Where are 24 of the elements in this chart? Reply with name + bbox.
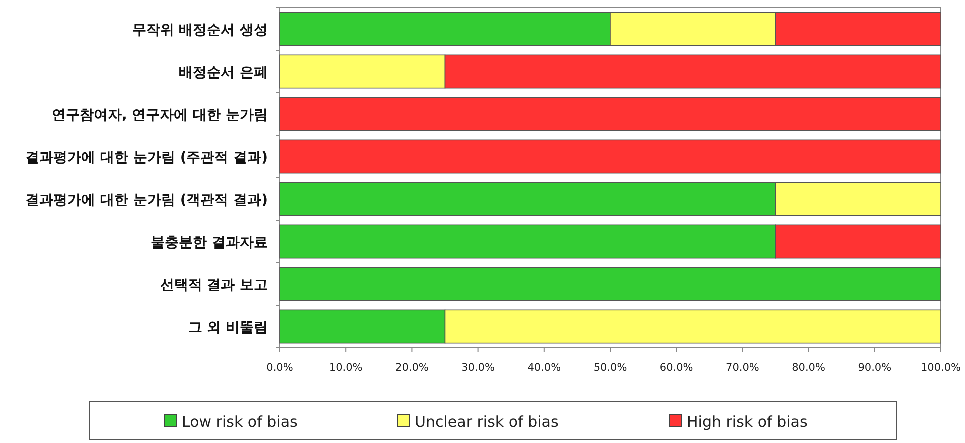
bar xyxy=(280,267,942,302)
x-tick-label: 30.0% xyxy=(462,362,495,374)
y-tick-label: 결과평가에 대한 눈가림 (객관적 결과) xyxy=(26,192,268,208)
x-tick-label: 60.0% xyxy=(660,362,694,374)
x-tick-label: 0.0% xyxy=(266,362,294,374)
y-tick-label: 배정순서 은폐 xyxy=(179,64,268,81)
legend-label: Unclear risk of bias xyxy=(415,413,559,431)
x-tick-label: 70.0% xyxy=(726,362,760,374)
y-tick-label: 연구참여자, 연구자에 대한 눈가림 xyxy=(52,107,268,124)
y-tick-label: 결과평가에 대한 눈가림 (주관적 결과) xyxy=(26,150,268,166)
x-tick-label: 10.0% xyxy=(329,362,363,374)
x-tick-label: 90.0% xyxy=(858,362,892,374)
x-tick-label: 50.0% xyxy=(594,362,628,374)
x-tick-label: 40.0% xyxy=(528,362,562,374)
x-tick-label: 80.0% xyxy=(792,362,826,374)
bar xyxy=(280,97,942,132)
y-tick-label: 무작위 배정순서 생성 xyxy=(132,22,268,38)
bar xyxy=(280,140,942,174)
y-tick-label: 선택적 결과 보고 xyxy=(160,277,268,294)
x-tick-label: 20.0% xyxy=(396,362,429,374)
y-tick-label: 그 외 비뚤림 xyxy=(188,320,268,336)
legend-label: Low risk of bias xyxy=(182,413,298,431)
y-tick-label: 불충분한 결과자료 xyxy=(151,234,268,251)
x-tick-label: 100.0% xyxy=(920,362,962,374)
